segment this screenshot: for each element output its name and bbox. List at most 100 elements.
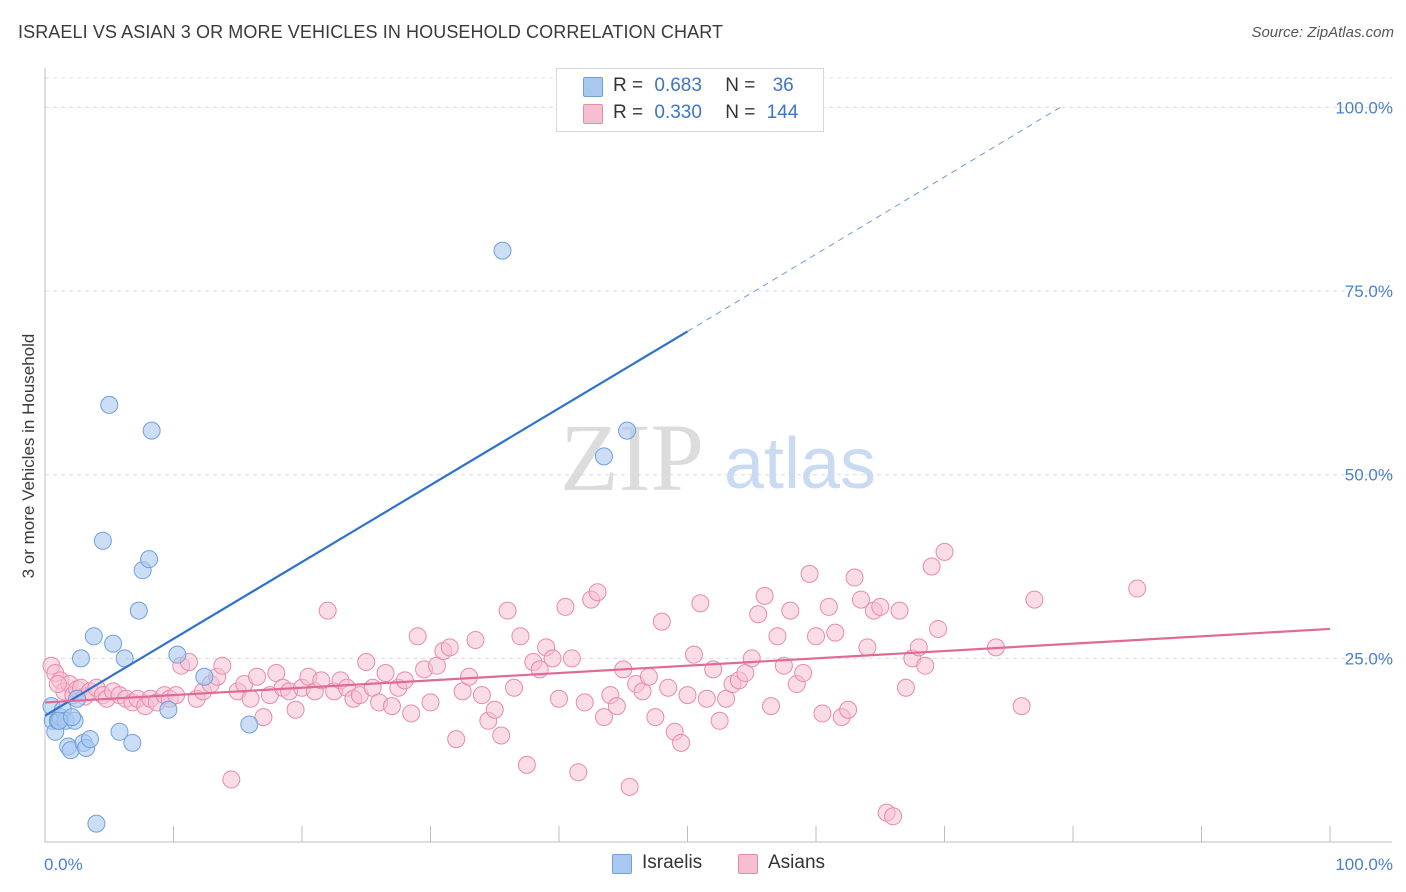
asians-point (569, 763, 588, 782)
asians-point (222, 770, 241, 789)
legend-swatch-israelis (583, 77, 603, 97)
asians-point (1128, 579, 1147, 598)
legend-n-value-asians: 144 (766, 102, 799, 123)
israelis-series (42, 241, 637, 833)
legend-n-value-israelis: 36 (772, 75, 794, 96)
asians-point (929, 619, 948, 638)
israelis-point (168, 645, 187, 664)
israelis-trend-extension (687, 106, 1061, 332)
asians-point (691, 594, 710, 613)
asians-point (562, 649, 581, 668)
asians-point (556, 597, 575, 616)
israelis-trend-line (44, 330, 689, 717)
israelis-point (195, 667, 214, 686)
israelis-point (104, 634, 123, 653)
legend-r-label: R = (613, 75, 644, 96)
asians-point (646, 708, 665, 727)
watermark-zip: ZIP (560, 404, 704, 511)
israelis-point (71, 649, 90, 668)
asians-point (749, 605, 768, 624)
asians-point (440, 638, 459, 657)
asians-point (659, 678, 678, 697)
israelis-point (240, 715, 259, 734)
asians-point (408, 627, 427, 646)
asians-point (845, 568, 864, 587)
asians-point (794, 664, 813, 683)
israelis-point (493, 241, 512, 260)
asians-point (896, 678, 915, 697)
legend-n-label: N = (725, 75, 756, 96)
asians-point (550, 689, 568, 708)
asians-point (678, 686, 697, 705)
israelis-point (100, 395, 119, 414)
israelis-point (159, 700, 178, 719)
asians-point (710, 711, 729, 730)
y-axis-label: 3 or more Vehicles in Household (19, 334, 38, 579)
asians-point (241, 689, 260, 708)
asians-point (505, 678, 524, 697)
israelis-point (618, 421, 637, 440)
asians-point (639, 667, 658, 686)
watermark-atlas: atlas (724, 424, 876, 504)
israelis-point (80, 730, 99, 749)
asians-point (447, 730, 466, 749)
asians-point (807, 627, 825, 646)
asians-point (819, 597, 838, 616)
trend-lines (44, 106, 1331, 717)
asians-point (935, 542, 954, 561)
israelis-point (87, 814, 106, 833)
legend-r-value-israelis: 0.683 (654, 75, 702, 96)
asians-point (543, 649, 562, 668)
y-tick-label: 100.0% (1335, 98, 1393, 117)
asians-point (684, 645, 703, 664)
asians-point (382, 697, 401, 716)
asians-point (248, 667, 267, 686)
x-tick-label: 100.0% (1335, 855, 1393, 874)
asians-point (672, 733, 691, 752)
asians-point (697, 689, 716, 708)
israelis-point (62, 708, 81, 727)
legend-n-label: N = (725, 102, 756, 123)
axes (44, 68, 1392, 843)
asians-point (1012, 697, 1031, 716)
y-tick-label: 25.0% (1345, 649, 1393, 668)
asians-point (511, 627, 530, 646)
y-tick-labels: 25.0% 50.0% 75.0% 100.0% (1335, 98, 1393, 668)
asians-point (318, 601, 337, 620)
asians-point (762, 697, 781, 716)
israelis-point (129, 601, 148, 620)
asians-point (357, 653, 376, 672)
asians-point (813, 704, 832, 723)
x-tick-labels: 0.0% 100.0% (44, 855, 1393, 874)
asians-point (858, 638, 877, 657)
chart-title: ISRAELI VS ASIAN 3 OR MORE VEHICLES IN H… (18, 22, 724, 42)
x-tick-label: 0.0% (44, 855, 83, 874)
asians-point (286, 700, 305, 719)
grid-lines (45, 77, 1392, 659)
asians-point (922, 557, 941, 576)
bottom-legend-label-asians: Asians (768, 852, 826, 873)
asians-point (395, 671, 414, 690)
legend-r-value-asians: 0.330 (654, 102, 702, 123)
legend-r-label: R = (613, 102, 644, 123)
asians-point (421, 693, 440, 712)
israelis-point (594, 447, 613, 466)
asians-point (884, 807, 903, 826)
watermark: ZIP atlas (560, 404, 876, 511)
asians-point (594, 708, 613, 727)
asians-point (498, 601, 517, 620)
asians-point (575, 693, 594, 712)
asians-point (254, 708, 273, 727)
asians-point (871, 597, 890, 616)
asians-trend-line (44, 627, 1331, 704)
asians-point (402, 704, 421, 723)
legend: R = 0.683 N = 36 R = 0.330 N = 144 (556, 68, 824, 132)
israelis-point (84, 627, 103, 646)
asians-point (485, 700, 504, 719)
asians-point (781, 601, 800, 620)
asians-series (42, 542, 1147, 826)
asians-point (916, 656, 935, 675)
israelis-point (123, 733, 142, 752)
asians-point (652, 612, 671, 631)
